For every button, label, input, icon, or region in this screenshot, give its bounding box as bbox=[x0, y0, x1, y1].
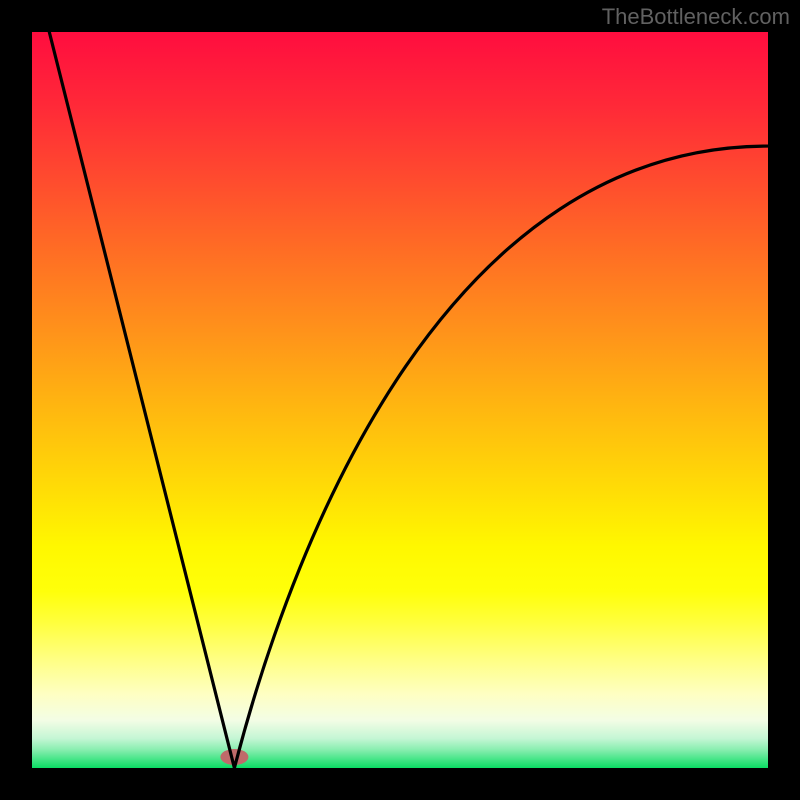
bottleneck-chart bbox=[0, 0, 800, 800]
watermark-text: TheBottleneck.com bbox=[602, 4, 790, 30]
chart-container: TheBottleneck.com bbox=[0, 0, 800, 800]
